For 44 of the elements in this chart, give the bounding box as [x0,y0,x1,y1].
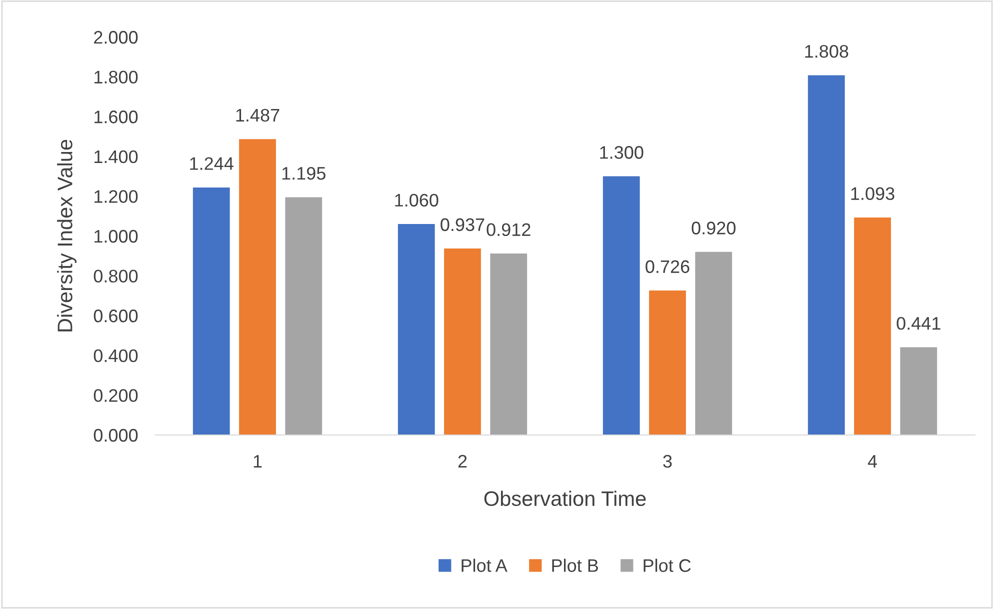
y-tick-label: 1.400 [94,150,138,164]
data-label: 0.920 [692,222,736,234]
data-label: 0.441 [896,317,940,330]
y-tick-label: 0.000 [94,428,138,442]
data-label: 1.060 [395,194,438,207]
legend-label: Plot C [644,558,691,572]
data-label: 1.093 [851,187,894,200]
y-tick-label: 1.800 [94,70,138,84]
x-tick-label: 3 [663,454,672,468]
y-tick-label: 1.600 [94,110,138,124]
data-label: 0.937 [440,218,484,232]
bar [854,217,891,435]
x-tick-label: 4 [868,455,877,468]
bar [900,347,938,435]
bar [398,224,435,435]
bar [239,139,276,435]
data-label: 1.244 [190,157,234,170]
data-label: 1.808 [805,44,848,58]
legend-label: Plot A [462,558,508,572]
bar [444,248,481,435]
y-tick-label: 0.200 [94,389,138,402]
bar [285,197,322,435]
x-axis-title: Observation Time [484,490,646,506]
y-axis-title: Diversity Index Value [57,140,76,332]
bar [649,290,686,435]
data-label: 1.195 [282,166,326,180]
x-tick-label: 2 [458,454,467,468]
data-label: 0.726 [646,260,690,274]
bar [695,252,732,435]
y-tick-label: 1.000 [94,230,138,243]
bar [490,254,528,435]
y-tick-label: 0.800 [94,270,138,283]
y-tick-label: 0.400 [94,349,138,362]
data-label: 1.300 [600,146,644,159]
y-tick-label: 1.200 [94,190,138,203]
legend-label: Plot B [552,558,598,572]
x-tick-label: 1 [254,455,262,468]
bar [602,176,640,435]
bar [192,187,230,435]
y-tick-label: 0.600 [94,310,138,322]
y-tick-label: 2.000 [94,30,138,44]
bar [808,75,845,435]
data-label: 1.487 [236,108,280,122]
data-label: 0.912 [486,223,530,236]
